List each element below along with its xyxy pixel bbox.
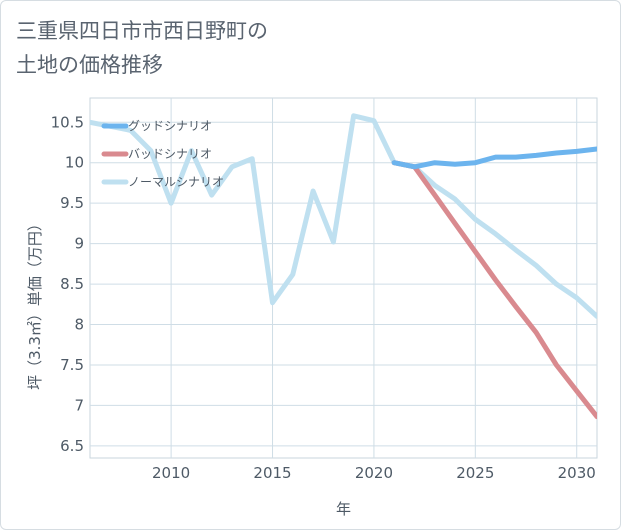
plot-area [89, 97, 598, 459]
x-tick-label: 2020 [355, 464, 393, 482]
legend-label-2: ノーマルシナリオ [128, 175, 224, 189]
series-group [90, 113, 597, 420]
x-tick-label: 2010 [152, 464, 190, 482]
series-line-1 [391, 160, 597, 420]
chart-title: 三重県四日市市西日野町の 土地の価格推移 [16, 19, 268, 77]
y-tick-label: 8 [74, 316, 84, 334]
y-tick-label: 7 [74, 396, 84, 414]
y-tick-label: 6.5 [60, 437, 84, 455]
y-axis-title: 坪（3.3㎡）単価（万円） [26, 216, 44, 390]
series-line-0 [391, 146, 597, 170]
y-tick-label: 10.5 [51, 113, 84, 131]
x-tick-label: 2015 [253, 464, 291, 482]
y-tick-label: 10 [65, 154, 84, 172]
legend-label-1: バッドシナリオ [128, 147, 212, 161]
axes: 2010 2015 2020 2025 2030 6.5 7 7.5 8 8.5 9 9.5 10 10.… [26, 113, 596, 518]
y-tick-label: 9 [74, 235, 84, 253]
x-tick-label: 2030 [558, 464, 596, 482]
x-axis-title: 年 [336, 500, 351, 518]
y-tick-label: 8.5 [60, 275, 84, 293]
series-line-2 [90, 113, 597, 319]
y-tick-label: 9.5 [60, 194, 84, 212]
x-tick-label: 2025 [456, 464, 494, 482]
legend-label-0: グッドシナリオ [128, 119, 212, 133]
y-tick-label: 7.5 [60, 356, 84, 374]
grid [89, 97, 598, 459]
